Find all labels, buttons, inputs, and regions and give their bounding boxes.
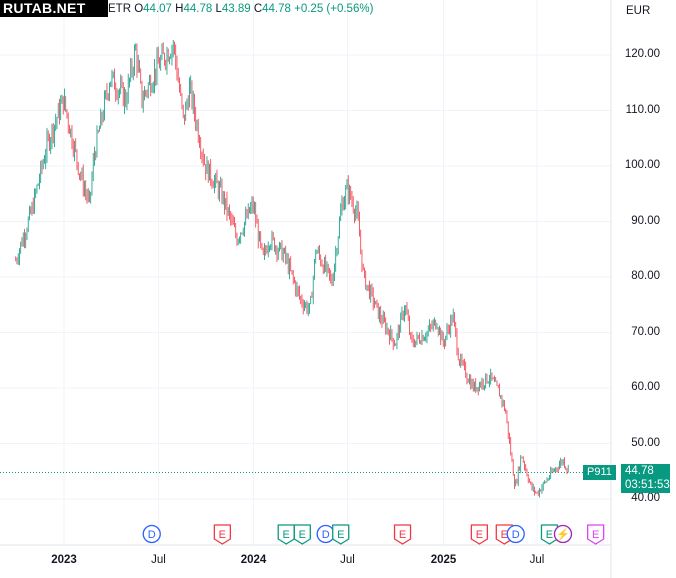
high-value: 44.78 <box>183 3 213 15</box>
earnings-beat-marker[interactable]: E <box>540 524 559 545</box>
time-tick-label: Jul <box>151 554 166 566</box>
time-tick-label: Jul <box>529 554 545 566</box>
event-marker-label: ⚡ <box>556 528 570 541</box>
event-marker-label: E <box>592 529 599 541</box>
event-marker-label: E <box>501 529 508 541</box>
close-label: C <box>253 3 263 15</box>
symbol-tag: P911 <box>583 465 616 481</box>
price-tick-label: 70.00 <box>631 325 660 338</box>
change-value: +0.25 (+0.56%) <box>294 3 374 15</box>
earnings-marker[interactable]: E <box>213 524 232 545</box>
bar-countdown: 03:51:53 <box>625 478 670 491</box>
price-tick-label: 80.00 <box>631 270 660 282</box>
price-tick-label: 60.00 <box>631 381 660 393</box>
event-marker-label: E <box>283 529 290 541</box>
chart-grid <box>0 0 611 545</box>
price-tick-label: 100.00 <box>624 159 660 171</box>
time-tick-label: 2023 <box>51 554 77 566</box>
event-marker-label: E <box>399 529 406 541</box>
price-tick-label: 40.00 <box>631 492 660 504</box>
event-marker-label: E <box>219 529 226 541</box>
open-value: 44.07 <box>143 3 172 15</box>
low-value: 43.89 <box>221 3 251 15</box>
last-price-label: 44.78 03:51:53 <box>621 464 670 494</box>
candles <box>15 39 569 498</box>
watermark-logo: RUTAB.NET <box>0 0 108 17</box>
earnings-marker[interactable]: E <box>393 524 412 545</box>
event-marker-label: E <box>299 529 306 541</box>
event-marker-label: E <box>337 529 344 541</box>
time-tick-label: 2025 <box>430 554 457 566</box>
high-label: H <box>175 3 184 15</box>
earnings-beat-marker[interactable]: E <box>277 524 295 545</box>
event-marker-label: D <box>148 529 156 541</box>
future-earnings-marker[interactable]: E <box>587 524 605 545</box>
event-markers: D E E E D E E E E D E ⚡ E <box>142 524 605 545</box>
time-tick-label: 2024 <box>240 554 267 566</box>
earnings-beat-marker[interactable]: E <box>332 524 350 545</box>
price-tick-label: 50.00 <box>631 436 660 449</box>
event-marker-label: D <box>512 529 520 541</box>
time-tick-label: Jul <box>340 554 355 566</box>
open-label: O <box>134 3 144 15</box>
ohlc-legend: ETR O44.07 H44.78 L43.89 C44.78 +0.25 (+… <box>108 3 373 15</box>
event-marker-label: E <box>476 529 483 541</box>
event-marker-label: E <box>546 529 553 541</box>
price-tick-label: 120.00 <box>624 48 660 60</box>
low-label: L <box>215 3 222 15</box>
split-marker[interactable]: ⚡ <box>553 524 573 544</box>
dividend-marker[interactable]: D <box>142 524 161 544</box>
dividend-marker[interactable]: D <box>316 524 335 544</box>
currency-button[interactable]: EUR <box>626 5 651 17</box>
event-marker-label: D <box>322 529 330 541</box>
last-price-value: 44.78 <box>625 465 654 478</box>
price-tick-label: 90.00 <box>631 214 660 227</box>
exchange-label: ETR <box>108 3 131 15</box>
earnings-marker[interactable]: E <box>470 524 489 545</box>
dividend-marker[interactable]: D <box>506 524 525 544</box>
price-tick-label: 110.00 <box>625 103 660 116</box>
close-value: 44.78 <box>262 3 291 15</box>
earnings-beat-marker[interactable]: E <box>293 524 311 545</box>
